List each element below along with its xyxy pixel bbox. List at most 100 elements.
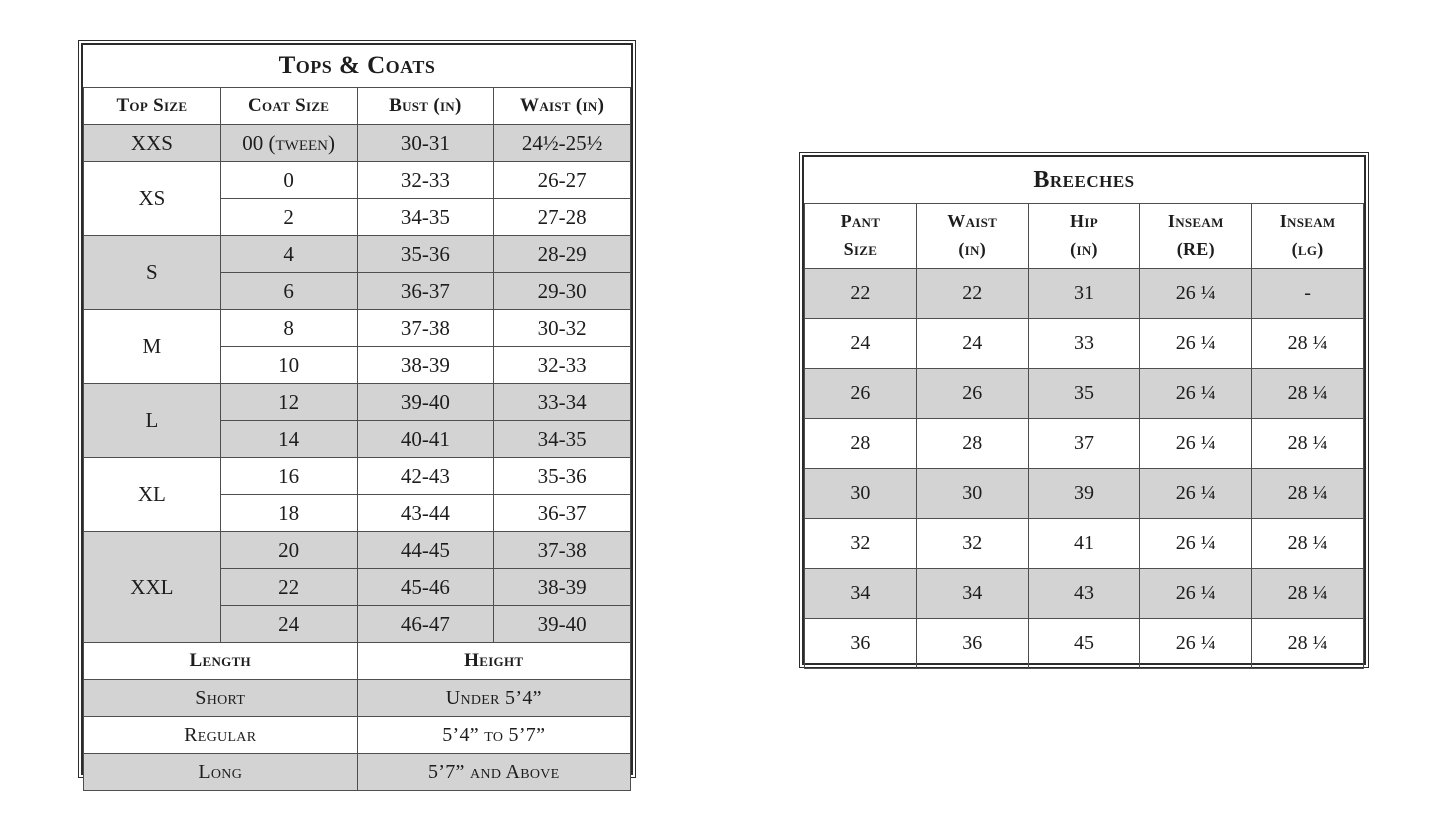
bust-cell: 46-47 [356, 605, 495, 643]
inseam-re-cell: 26 ¼ [1139, 368, 1253, 419]
column-header-coat-size: Coat Size [219, 87, 358, 125]
header-line: Inseam [1279, 211, 1336, 232]
coat-size-cell: 22 [219, 568, 358, 606]
inseam-re-cell: 26 ¼ [1139, 418, 1253, 469]
waist-cell: 29-30 [493, 272, 631, 310]
tops-coats-title: Tops & Coats [83, 45, 631, 88]
tops-coats-table-inner-border: Tops & Coats Top Size Coat Size Bust (in… [81, 43, 633, 791]
waist-cell: 35-36 [493, 457, 631, 495]
table-row: XS 0 32-33 26-27 [83, 161, 631, 236]
coat-size-cell: 8 [219, 309, 358, 347]
header-line: (in) [1070, 239, 1098, 259]
hip-cell: 39 [1027, 468, 1141, 519]
table-row: 2 34-35 27-28 [84, 198, 631, 236]
waist-cell: 22 [915, 268, 1029, 319]
bust-cell: 30-31 [356, 124, 495, 162]
coat-size-cell: 4 [219, 235, 358, 273]
bust-cell: 32-33 [356, 161, 495, 199]
top-size-cell: L [83, 383, 221, 458]
breeches-grid: Breeches Pant Size Waist (in) Hip (in) [804, 157, 1364, 669]
bust-cell: 35-36 [356, 235, 495, 273]
header-line: Pant [840, 211, 881, 232]
waist-cell: 39-40 [493, 605, 631, 643]
bust-cell: 34-35 [356, 198, 495, 236]
waist-cell: 38-39 [493, 568, 631, 606]
table-row: 28 28 37 26 ¼ 28 ¼ [804, 418, 1364, 469]
hip-cell: 33 [1027, 318, 1141, 369]
table-row: XXS 00 (tween) 30-31 24½-25½ [83, 124, 631, 162]
table-row: 36 36 45 26 ¼ 28 ¼ [804, 618, 1364, 669]
waist-cell: 32 [915, 518, 1029, 569]
inseam-lg-cell: - [1251, 268, 1364, 319]
table-row: 24 46-47 39-40 [83, 605, 631, 643]
column-header-waist: Waist (in) [915, 203, 1029, 269]
coat-size-cell: 18 [219, 494, 358, 532]
height-cell: 5’7” and Above [356, 753, 631, 791]
inseam-lg-cell: 28 ¼ [1251, 618, 1364, 669]
waist-cell: 28-29 [493, 235, 631, 273]
header-line: (RE) [1176, 239, 1215, 259]
pant-size-cell: 24 [804, 318, 917, 369]
table-row: 34 34 43 26 ¼ 28 ¼ [804, 568, 1364, 619]
coat-size-cell: 10 [219, 346, 358, 384]
table-row: Tops & Coats [83, 45, 631, 88]
table-header-row: Pant Size Waist (in) Hip (in) Inseam (RE… [804, 203, 1364, 269]
hip-cell: 37 [1027, 418, 1141, 469]
header-line: Inseam [1167, 211, 1224, 232]
waist-cell: 36-37 [493, 494, 631, 532]
table-row: Short Under 5’4” [83, 679, 631, 717]
table-row: M 8 37-38 30-32 [83, 309, 631, 384]
pant-size-cell: 36 [804, 618, 917, 669]
pant-size-cell: 30 [804, 468, 917, 519]
waist-cell: 32-33 [493, 346, 631, 384]
inseam-lg-cell: 28 ¼ [1251, 318, 1364, 369]
bust-cell: 42-43 [356, 457, 495, 495]
waist-cell: 24 [915, 318, 1029, 369]
length-cell: Short [83, 679, 358, 717]
waist-cell: 26-27 [493, 161, 631, 199]
coat-size-cell: 12 [219, 383, 358, 421]
header-line: Size [843, 239, 878, 259]
hip-cell: 45 [1027, 618, 1141, 669]
table-row: L 12 39-40 33-34 [83, 383, 631, 458]
table-row: 26 26 35 26 ¼ 28 ¼ [804, 368, 1364, 419]
column-header-hip: Hip (in) [1027, 203, 1141, 269]
pant-size-cell: 26 [804, 368, 917, 419]
coat-size-cell: 00 (tween) [219, 124, 358, 162]
waist-cell: 36 [915, 618, 1029, 669]
inseam-re-cell: 26 ¼ [1139, 268, 1253, 319]
waist-cell: 34 [915, 568, 1029, 619]
waist-cell: 30 [915, 468, 1029, 519]
table-row: 32 32 41 26 ¼ 28 ¼ [804, 518, 1364, 569]
table-row: XL 16 42-43 35-36 [83, 457, 631, 532]
waist-cell: 34-35 [493, 420, 631, 458]
table-row: Long 5’7” and Above [83, 753, 631, 791]
hip-cell: 35 [1027, 368, 1141, 419]
bust-cell: 44-45 [356, 531, 495, 569]
table-row: S 4 35-36 28-29 [83, 235, 631, 310]
bust-cell: 37-38 [356, 309, 495, 347]
column-header-inseam-lg: Inseam (lg) [1251, 203, 1364, 269]
table-row: 10 38-39 32-33 [84, 346, 631, 384]
coat-size-cell: 6 [219, 272, 358, 310]
height-header: Height [356, 642, 631, 680]
hip-cell: 43 [1027, 568, 1141, 619]
top-size-cell: XL [83, 457, 221, 532]
header-line: (lg) [1291, 239, 1324, 259]
hip-cell: 31 [1027, 268, 1141, 319]
inseam-lg-cell: 28 ¼ [1251, 418, 1364, 469]
length-header: Length [83, 642, 358, 680]
table-row: XXL 20 44-45 37-38 [83, 531, 631, 643]
inseam-re-cell: 26 ¼ [1139, 318, 1253, 369]
inseam-re-cell: 26 ¼ [1139, 618, 1253, 669]
tops-coats-table: Tops & Coats Top Size Coat Size Bust (in… [78, 40, 636, 791]
column-header-waist: Waist (in) [493, 87, 631, 125]
inseam-lg-cell: 28 ¼ [1251, 468, 1364, 519]
length-cell: Long [83, 753, 358, 791]
inseam-lg-cell: 28 ¼ [1251, 518, 1364, 569]
coat-size-cell: 2 [219, 198, 358, 236]
bust-cell: 36-37 [356, 272, 495, 310]
bust-cell: 45-46 [356, 568, 495, 606]
table-row: 22 22 31 26 ¼ - [804, 268, 1364, 319]
